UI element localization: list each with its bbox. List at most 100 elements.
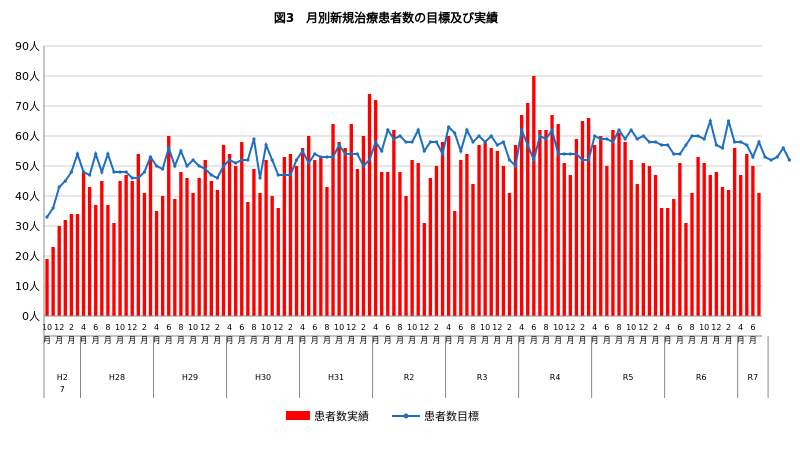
- x-tick-label: 6: [531, 323, 536, 332]
- x-tick-unit: 月: [323, 336, 331, 345]
- bar: [599, 136, 603, 316]
- target-point: [696, 134, 700, 138]
- target-point: [787, 158, 791, 162]
- target-point: [264, 143, 268, 147]
- y-tick-label: 90人: [15, 40, 40, 53]
- x-tick-label: 12: [346, 323, 356, 332]
- x-tick-label: 8: [397, 323, 402, 332]
- target-point: [209, 173, 213, 177]
- bar: [361, 136, 366, 316]
- era-label: H31: [328, 373, 344, 382]
- target-point: [471, 140, 475, 144]
- x-tick-label: 4: [738, 323, 743, 332]
- era-label: H2: [57, 373, 68, 382]
- x-tick-label: 6: [166, 323, 171, 332]
- x-tick-unit: 月: [700, 336, 708, 345]
- bar: [623, 142, 627, 316]
- bar: [489, 148, 493, 316]
- x-tick-label: 6: [312, 323, 317, 332]
- target-point: [167, 146, 171, 150]
- target-point: [611, 140, 615, 144]
- legend-marker-target: [403, 413, 409, 419]
- y-axis: 0人 10人 20人 30人 40人 50人 60人 70人 80人 90人: [15, 40, 45, 323]
- target-point: [51, 206, 55, 210]
- x-tick-label: 10: [407, 323, 417, 332]
- bar: [538, 130, 542, 316]
- x-tick-label: 12: [492, 323, 502, 332]
- x-tick-unit: 月: [615, 336, 623, 345]
- x-tick-label: 10: [115, 323, 125, 332]
- bar: [617, 133, 621, 316]
- bar: [519, 115, 524, 316]
- bar: [556, 124, 560, 316]
- x-tick-label: 6: [93, 323, 98, 332]
- bar: [647, 166, 652, 316]
- bar: [732, 148, 737, 316]
- target-point: [410, 140, 414, 144]
- bar: [562, 163, 566, 316]
- target-point: [124, 170, 128, 174]
- x-tick-label: 2: [580, 323, 585, 332]
- x-tick-label: 4: [519, 323, 524, 332]
- target-point: [246, 158, 250, 162]
- y-tick-label: 70人: [15, 100, 40, 113]
- bar: [574, 139, 579, 316]
- x-tick-unit: 月: [67, 336, 75, 345]
- era-label: R5: [623, 373, 634, 382]
- x-tick-label: 12: [419, 323, 429, 332]
- x-tick-label: 8: [689, 323, 694, 332]
- x-tick-label: 2: [507, 323, 512, 332]
- target-point: [215, 176, 220, 180]
- target-point: [647, 140, 652, 144]
- era-label: 7: [60, 385, 65, 394]
- target-point: [288, 173, 293, 177]
- target-point: [118, 170, 122, 174]
- era-label: R2: [404, 373, 415, 382]
- bar: [282, 157, 287, 316]
- x-tick-unit: 月: [688, 336, 696, 345]
- bar: [203, 160, 207, 316]
- y-tick-label: 60人: [15, 130, 40, 143]
- target-point: [81, 170, 86, 174]
- target-point: [635, 137, 639, 141]
- bar: [349, 124, 353, 316]
- target-point: [282, 173, 286, 177]
- target-point: [453, 131, 457, 135]
- x-tick-unit: 月: [189, 336, 197, 345]
- bar: [635, 184, 639, 316]
- era-label: R6: [696, 373, 707, 382]
- x-tick-unit: 月: [116, 336, 124, 345]
- x-tick-label: 4: [446, 323, 451, 332]
- x-tick-unit: 月: [201, 336, 209, 345]
- x-tick-unit: 月: [238, 336, 246, 345]
- bar: [81, 172, 86, 316]
- bar: [586, 118, 591, 316]
- x-tick-unit: 月: [481, 336, 489, 345]
- bar: [580, 121, 585, 316]
- target-point: [325, 155, 329, 159]
- target-point: [477, 134, 481, 138]
- target-point: [526, 143, 530, 147]
- x-tick-label: 2: [434, 323, 439, 332]
- bar: [440, 142, 445, 316]
- target-point: [520, 128, 524, 132]
- bar: [550, 115, 554, 316]
- bar: [300, 148, 305, 316]
- x-tick-unit: 月: [250, 336, 258, 345]
- target-point: [763, 155, 767, 159]
- x-tick-unit: 月: [262, 336, 270, 345]
- target-point: [781, 146, 785, 150]
- target-point: [568, 152, 572, 156]
- bar: [428, 178, 433, 316]
- bar: [714, 172, 719, 316]
- bar: [264, 160, 268, 316]
- bar: [276, 208, 280, 316]
- era-label: R7: [748, 373, 759, 382]
- x-tick-unit: 月: [554, 336, 562, 345]
- x-tick-label: 6: [239, 323, 244, 332]
- bar: [526, 103, 530, 316]
- y-tick-label: 20人: [15, 250, 40, 263]
- x-tick-label: 4: [665, 323, 670, 332]
- bar: [63, 220, 67, 316]
- bar: [87, 187, 92, 316]
